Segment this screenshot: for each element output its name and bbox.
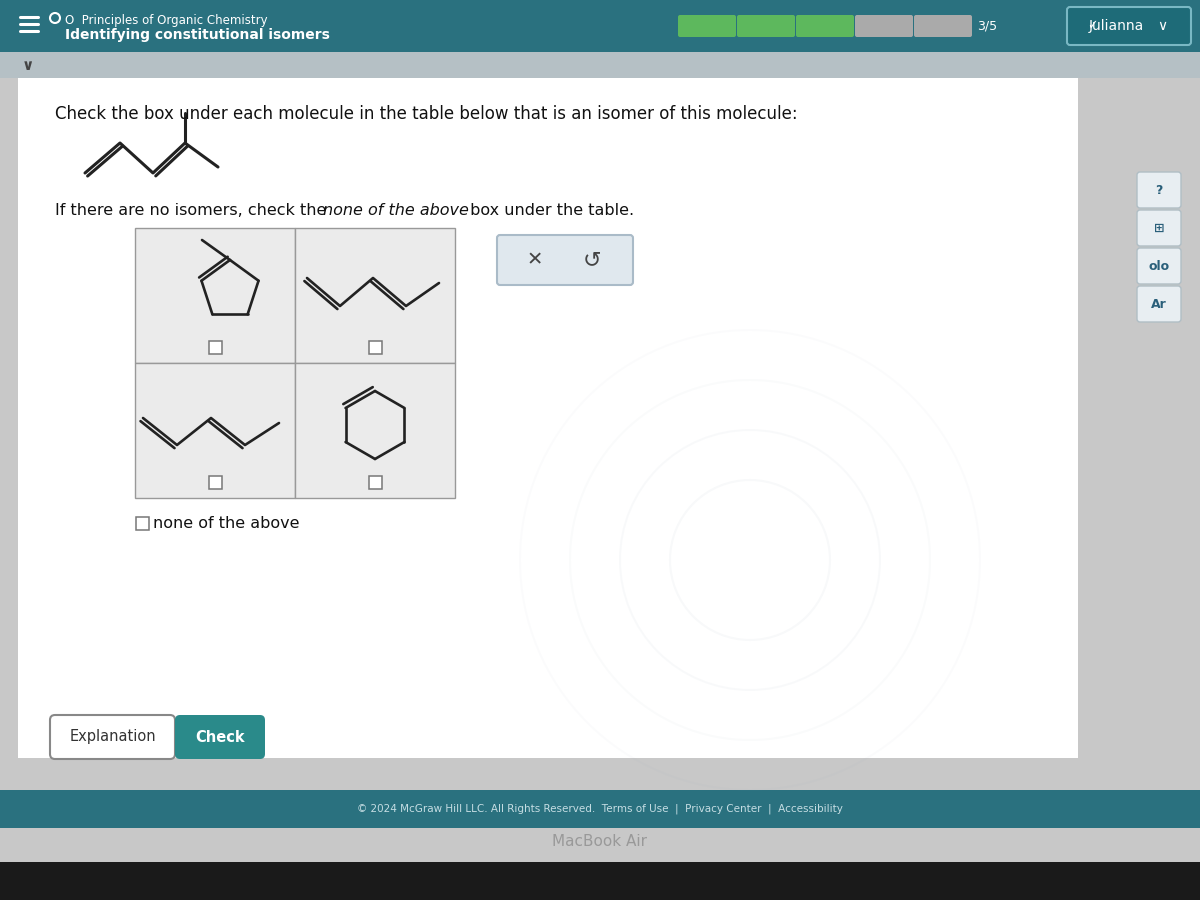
Bar xyxy=(368,340,382,354)
Bar xyxy=(18,78,1078,758)
Text: ✓: ✓ xyxy=(1087,20,1097,32)
Bar xyxy=(295,363,455,498)
FancyBboxPatch shape xyxy=(914,15,972,37)
Text: ✕: ✕ xyxy=(527,250,544,269)
Text: ∨: ∨ xyxy=(1157,19,1168,33)
Text: Explanation: Explanation xyxy=(70,730,156,744)
Text: ∨: ∨ xyxy=(22,58,34,73)
FancyBboxPatch shape xyxy=(50,715,175,759)
FancyBboxPatch shape xyxy=(737,15,796,37)
Bar xyxy=(295,228,455,363)
Bar xyxy=(134,363,295,498)
Text: © 2024 McGraw Hill LLC. All Rights Reserved.  Terms of Use  |  Privacy Center  |: © 2024 McGraw Hill LLC. All Rights Reser… xyxy=(358,804,842,814)
Text: ↺: ↺ xyxy=(583,250,601,270)
Text: ⊞: ⊞ xyxy=(1153,221,1164,235)
FancyBboxPatch shape xyxy=(175,715,265,759)
Bar xyxy=(0,790,1200,828)
FancyBboxPatch shape xyxy=(1138,286,1181,322)
Text: Julianna: Julianna xyxy=(1088,19,1144,33)
Text: Check the box under each molecule in the table below that is an isomer of this m: Check the box under each molecule in the… xyxy=(55,105,798,123)
Bar xyxy=(0,52,1200,78)
FancyBboxPatch shape xyxy=(678,15,736,37)
FancyBboxPatch shape xyxy=(1067,7,1190,45)
Text: Identifying constitutional isomers: Identifying constitutional isomers xyxy=(65,28,330,42)
FancyBboxPatch shape xyxy=(497,235,634,285)
Text: olo: olo xyxy=(1148,259,1170,273)
Text: MacBook Air: MacBook Air xyxy=(552,834,648,850)
FancyBboxPatch shape xyxy=(1138,210,1181,246)
Bar xyxy=(0,0,1200,52)
FancyBboxPatch shape xyxy=(854,15,913,37)
Text: ?: ? xyxy=(1156,184,1163,196)
Text: Ar: Ar xyxy=(1151,298,1166,310)
Text: none of the above: none of the above xyxy=(154,516,300,530)
Text: O  Principles of Organic Chemistry: O Principles of Organic Chemistry xyxy=(65,14,268,27)
Text: none of the above: none of the above xyxy=(323,203,469,218)
Bar xyxy=(134,228,295,363)
Bar xyxy=(136,517,149,529)
FancyBboxPatch shape xyxy=(1138,248,1181,284)
FancyBboxPatch shape xyxy=(1138,172,1181,208)
Text: Check: Check xyxy=(196,730,245,744)
Text: If there are no isomers, check the: If there are no isomers, check the xyxy=(55,203,331,218)
Bar xyxy=(209,340,222,354)
Text: box under the table.: box under the table. xyxy=(466,203,634,218)
FancyBboxPatch shape xyxy=(796,15,854,37)
Bar xyxy=(368,475,382,489)
Text: 3/5: 3/5 xyxy=(977,20,997,32)
Bar xyxy=(209,475,222,489)
Bar xyxy=(0,862,1200,900)
